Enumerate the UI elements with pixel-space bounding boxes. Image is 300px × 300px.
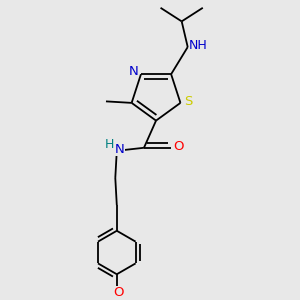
Text: N: N bbox=[115, 143, 125, 156]
Text: H: H bbox=[105, 138, 114, 151]
Text: O: O bbox=[173, 140, 184, 153]
Text: NH: NH bbox=[189, 39, 208, 52]
Text: O: O bbox=[113, 286, 124, 299]
Text: S: S bbox=[184, 95, 192, 108]
Text: N: N bbox=[128, 65, 138, 78]
